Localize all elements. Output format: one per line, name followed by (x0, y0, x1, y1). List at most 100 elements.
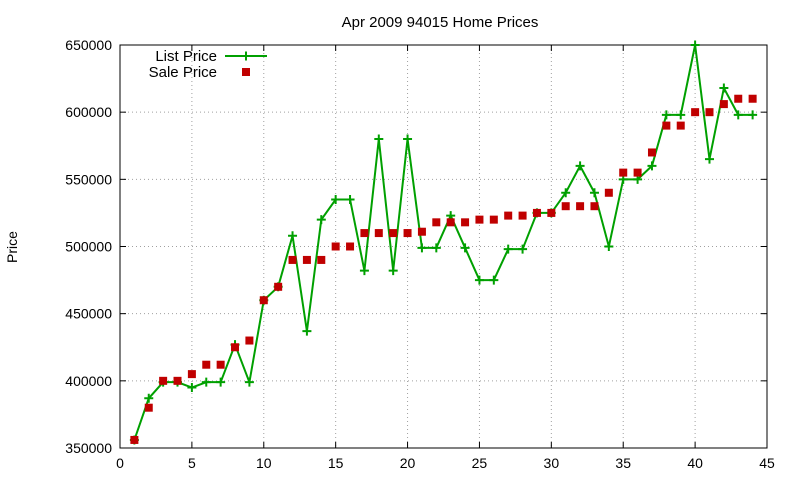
sale-price-point (216, 360, 225, 369)
sale-price-point (748, 94, 757, 103)
sale-price-point (130, 435, 139, 444)
list-price-point (388, 266, 398, 276)
sale-price-point (259, 296, 268, 305)
list-price-point (704, 154, 714, 164)
list-price-point (331, 194, 341, 204)
chart-title: Apr 2009 94015 Home Prices (342, 14, 539, 31)
sale-price-point (187, 370, 196, 379)
list-price-point (374, 134, 384, 144)
list-price-point (518, 244, 528, 254)
x-tick-label: 30 (544, 455, 560, 471)
y-tick-label: 350000 (65, 440, 112, 456)
x-tick-label: 45 (759, 455, 775, 471)
list-price-point (604, 242, 614, 251)
sale-price-point (561, 202, 570, 211)
y-tick-label: 650000 (65, 37, 112, 53)
legend-marker-list-price (241, 51, 251, 61)
sale-price-point (576, 202, 585, 211)
list-price-point (647, 161, 657, 171)
list-price-point (503, 244, 513, 254)
sale-price-point (461, 218, 470, 227)
x-tick-label: 40 (687, 455, 703, 471)
list-price-point (201, 377, 211, 387)
y-tick-label: 550000 (65, 171, 112, 187)
y-tick-labels: 350000 400000 450000 500000 550000 600000 6500… (65, 37, 112, 456)
list-price-point (345, 194, 355, 204)
sale-price-point (288, 255, 297, 264)
sale-price-point (144, 403, 153, 412)
list-price-point (216, 377, 226, 387)
sale-price-point (432, 218, 441, 227)
legend-marker-sale-price (242, 68, 250, 76)
sale-price-point (403, 229, 412, 238)
list-price-point (589, 188, 599, 198)
sale-price-point (417, 227, 426, 236)
list-price-point (144, 393, 154, 403)
list-price-point (417, 243, 427, 253)
y-tick-label: 600000 (65, 104, 112, 120)
list-price-point (288, 231, 298, 241)
sale-price-point (633, 168, 642, 177)
list-price-point (431, 243, 441, 253)
series-line-list-price (133, 44, 753, 441)
sale-price-point (647, 148, 656, 157)
sale-price-point (475, 215, 484, 224)
x-tick-label: 5 (188, 455, 196, 471)
sale-price-point (317, 255, 326, 264)
list-price-point (719, 83, 729, 93)
sale-price-point (245, 336, 254, 345)
x-tick-label: 35 (615, 455, 631, 471)
y-tick-label: 450000 (65, 306, 112, 322)
sale-price-point (489, 215, 498, 224)
axes (119, 44, 768, 449)
legend-label-sale-price: Sale Price (149, 64, 217, 81)
list-price-point (661, 110, 671, 120)
legend-label-list-price: List Price (155, 48, 217, 65)
list-price-point (690, 40, 700, 50)
x-tick-label: 15 (328, 455, 344, 471)
x-tick-label: 20 (400, 455, 416, 471)
sale-price-point (173, 376, 182, 385)
sale-price-point (590, 202, 599, 211)
sale-price-point (374, 229, 383, 238)
plot-frame (119, 44, 768, 449)
list-price-point (359, 266, 369, 276)
sale-price-point (619, 168, 628, 177)
sale-price-point (231, 343, 240, 352)
list-price-point (244, 377, 254, 387)
x-tick-labels: 0 5 10 15 20 25 30 35 40 45 (116, 455, 775, 471)
x-tick-label: 0 (116, 455, 124, 471)
list-price-point (460, 243, 470, 253)
list-price-point (187, 383, 197, 393)
list-price-point (316, 215, 326, 225)
sale-price-point (547, 208, 556, 217)
list-price-point (575, 161, 585, 171)
sale-price-point (719, 100, 728, 109)
sale-price-point (302, 255, 311, 264)
sale-price-point (159, 376, 168, 385)
y-tick-label: 500000 (65, 239, 112, 255)
sale-price-point (202, 360, 211, 369)
sale-price-point (662, 121, 671, 130)
sale-price-point (676, 121, 685, 130)
y-tick-label: 400000 (65, 373, 112, 389)
sale-price-point (734, 94, 743, 103)
list-price-point (489, 275, 499, 285)
list-price-point (676, 110, 686, 120)
sale-price-point (604, 188, 613, 197)
sale-price-point (518, 211, 527, 220)
sale-price-point (691, 108, 700, 117)
sale-price-point (446, 218, 455, 227)
sale-price-point (360, 229, 369, 238)
list-price-point (748, 110, 758, 120)
sale-price-point (389, 229, 398, 238)
list-price-point (561, 188, 571, 198)
list-price-point (474, 275, 484, 285)
sale-price-point (346, 242, 355, 251)
list-price-point (733, 110, 743, 120)
x-tick-label: 10 (256, 455, 272, 471)
y-axis-label: Price (4, 231, 20, 263)
list-price-point (403, 134, 413, 144)
